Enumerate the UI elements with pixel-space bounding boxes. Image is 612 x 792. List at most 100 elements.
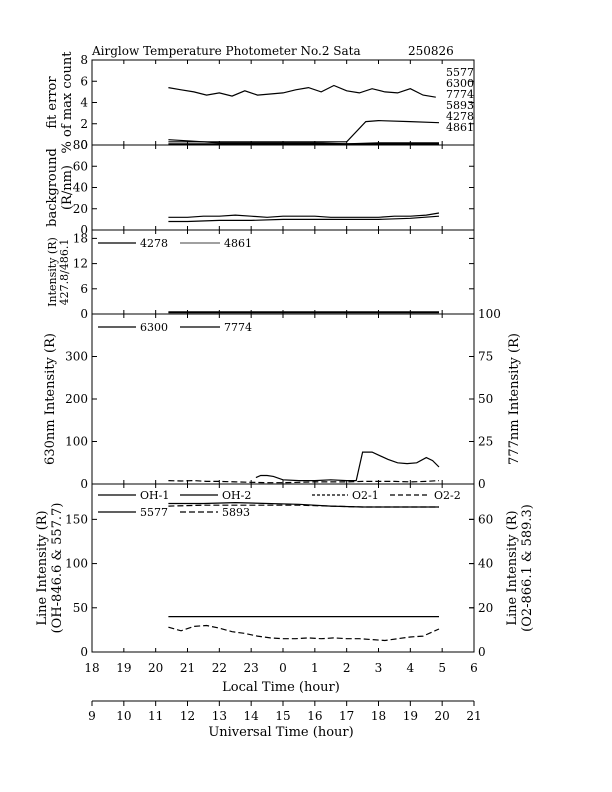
figure-title: Airglow Temperature Photometer No.2 Sata [91,44,361,58]
x-tick-label: 19 [403,709,418,723]
x-tick-label: 17 [339,709,354,723]
x-tick-label: 20 [435,709,450,723]
y-right-axis-title: 777nm Intensity (R) [507,333,522,465]
x-tick-label: 15 [275,709,290,723]
x-tick-label: 14 [244,709,260,723]
y-axis-title: Intensity (R) [46,237,59,307]
x-tick-label: 20 [148,661,163,675]
legend-630-777: 6300 7774 [98,321,252,334]
panel-fit-error: 0 2 4 6 8 fit error% of max count [45,51,475,154]
x-tick-label: 6 [470,661,478,675]
y-tick-label: 40 [73,181,88,195]
legend-label: 6300 [446,77,474,90]
series-line-unnamed-3 [168,504,439,508]
y-axis-title: Line Intensity (R) [35,510,50,625]
legend-label: 5893 [446,99,474,112]
y-right-tick-label: 75 [478,350,493,364]
legend-label: O2-2 [434,489,461,502]
x-tick-label: 10 [116,709,131,723]
series-line-7774 [168,479,440,484]
y-right-tick-label: 50 [478,392,493,406]
series-line-5893 [168,624,440,642]
legend-label: 5893 [222,506,250,519]
y-axis-title: 630nm Intensity (R) [43,333,58,465]
legend-line-intensity: OH-1 OH-2 O2-1 O2-2 5577 5893 [98,489,461,519]
x-tick-label: 5 [438,661,446,675]
series-line-6300 [255,451,440,482]
legend-label: 6300 [140,321,168,334]
y-right-tick-label: 60 [478,512,493,526]
legend-label: O2-1 [352,489,379,502]
y-tick-label: 0 [80,307,88,321]
y-tick-label: 300 [65,350,88,364]
y-tick-label: 8 [80,53,88,67]
y-tick-label: 50 [73,601,88,615]
y-tick-label: 100 [65,435,88,449]
legend-label: 7774 [446,88,474,101]
x-tick-label: 0 [279,661,287,675]
y-axis-title: 427.8/486.1 [58,239,71,306]
x-tick-label: 21 [180,661,195,675]
y-right-axis-title: (O2-866.1 & 589.3) [520,504,535,632]
legend-intensity-blue: 4278 4861 [98,237,252,250]
y-tick-label: 2 [80,117,88,131]
x-tick-label: 19 [116,661,131,675]
y-tick-label: 150 [65,512,88,526]
series-line-unnamed-0 [168,212,440,218]
figure-date: 250826 [408,44,454,58]
series-line-unnamed-1 [168,215,440,223]
y-right-tick-label: 20 [478,601,493,615]
legend-label: OH-1 [140,489,169,502]
y-tick-label: 100 [65,557,88,571]
y-right-tick-label: 25 [478,435,493,449]
y-tick-label: 0 [80,477,88,491]
x-axis-universal: Universal Time (hour) 9 10 11 12 13 14 15 16 17 1… [88,700,482,740]
x-tick-label: 22 [212,661,227,675]
series-line-unnamed-0 [168,84,436,98]
x-tick-label: 4 [407,661,415,675]
x-tick-label: 16 [307,709,322,723]
y-axis-title: % of max count [60,51,75,154]
x-tick-label: 1 [311,661,319,675]
x-axis-local: Local Time (hour) 18 19 20 21 22 23 0 1 2 3 4 5 6 [84,661,477,695]
x-tick-label: 18 [84,661,99,675]
y-tick-label: 4 [80,96,88,110]
y-tick-label: 0 [80,223,88,237]
legend-label: 4861 [224,237,252,250]
y-tick-label: 6 [80,282,88,296]
y-tick-label: 0 [80,138,88,152]
x-tick-label: 3 [375,661,383,675]
x-tick-label: 13 [212,709,227,723]
y-tick-label: 18 [73,231,88,245]
y-axis-title: (OH-846.6 & 557.7) [50,503,65,634]
y-axis-title: (R/nm) [60,165,75,210]
x-axis-universal-title: Universal Time (hour) [208,725,353,740]
y-tick-label: 80 [73,138,88,152]
y-tick-label: 200 [65,392,88,406]
panel-630-777: 0 100 200 300 0 25 50 75 100 630nm Intensity (R) 7… [43,307,522,491]
panel-background: 0 20 40 60 80 background (R/nm) [45,138,475,237]
x-tick-label: 11 [148,709,163,723]
y-tick-label: 0 [80,645,88,659]
legend-label: 5577 [446,66,474,79]
y-right-tick-label: 100 [478,307,501,321]
series-line-unnamed-1 [168,119,440,143]
y-tick-label: 12 [73,257,88,271]
x-tick-label: 18 [371,709,386,723]
legend-label: 4861 [446,121,474,134]
legend-label: 5577 [140,506,168,519]
y-right-tick-label: 0 [478,477,486,491]
y-right-axis-title: Line Intensity (R) [505,510,520,625]
x-tick-label: 23 [244,661,259,675]
x-tick-label: 9 [88,709,96,723]
x-axis-local-title: Local Time (hour) [222,680,340,695]
legend-fit-error: 5577 6300 7774 5893 4278 4861 [446,66,474,134]
legend-label: OH-2 [222,489,251,502]
x-tick-label: 2 [343,661,351,675]
y-tick-label: 6 [80,74,88,88]
y-tick-label: 60 [73,159,88,173]
series-line-unnamed-2 [168,139,439,145]
legend-label: 4278 [446,110,474,123]
